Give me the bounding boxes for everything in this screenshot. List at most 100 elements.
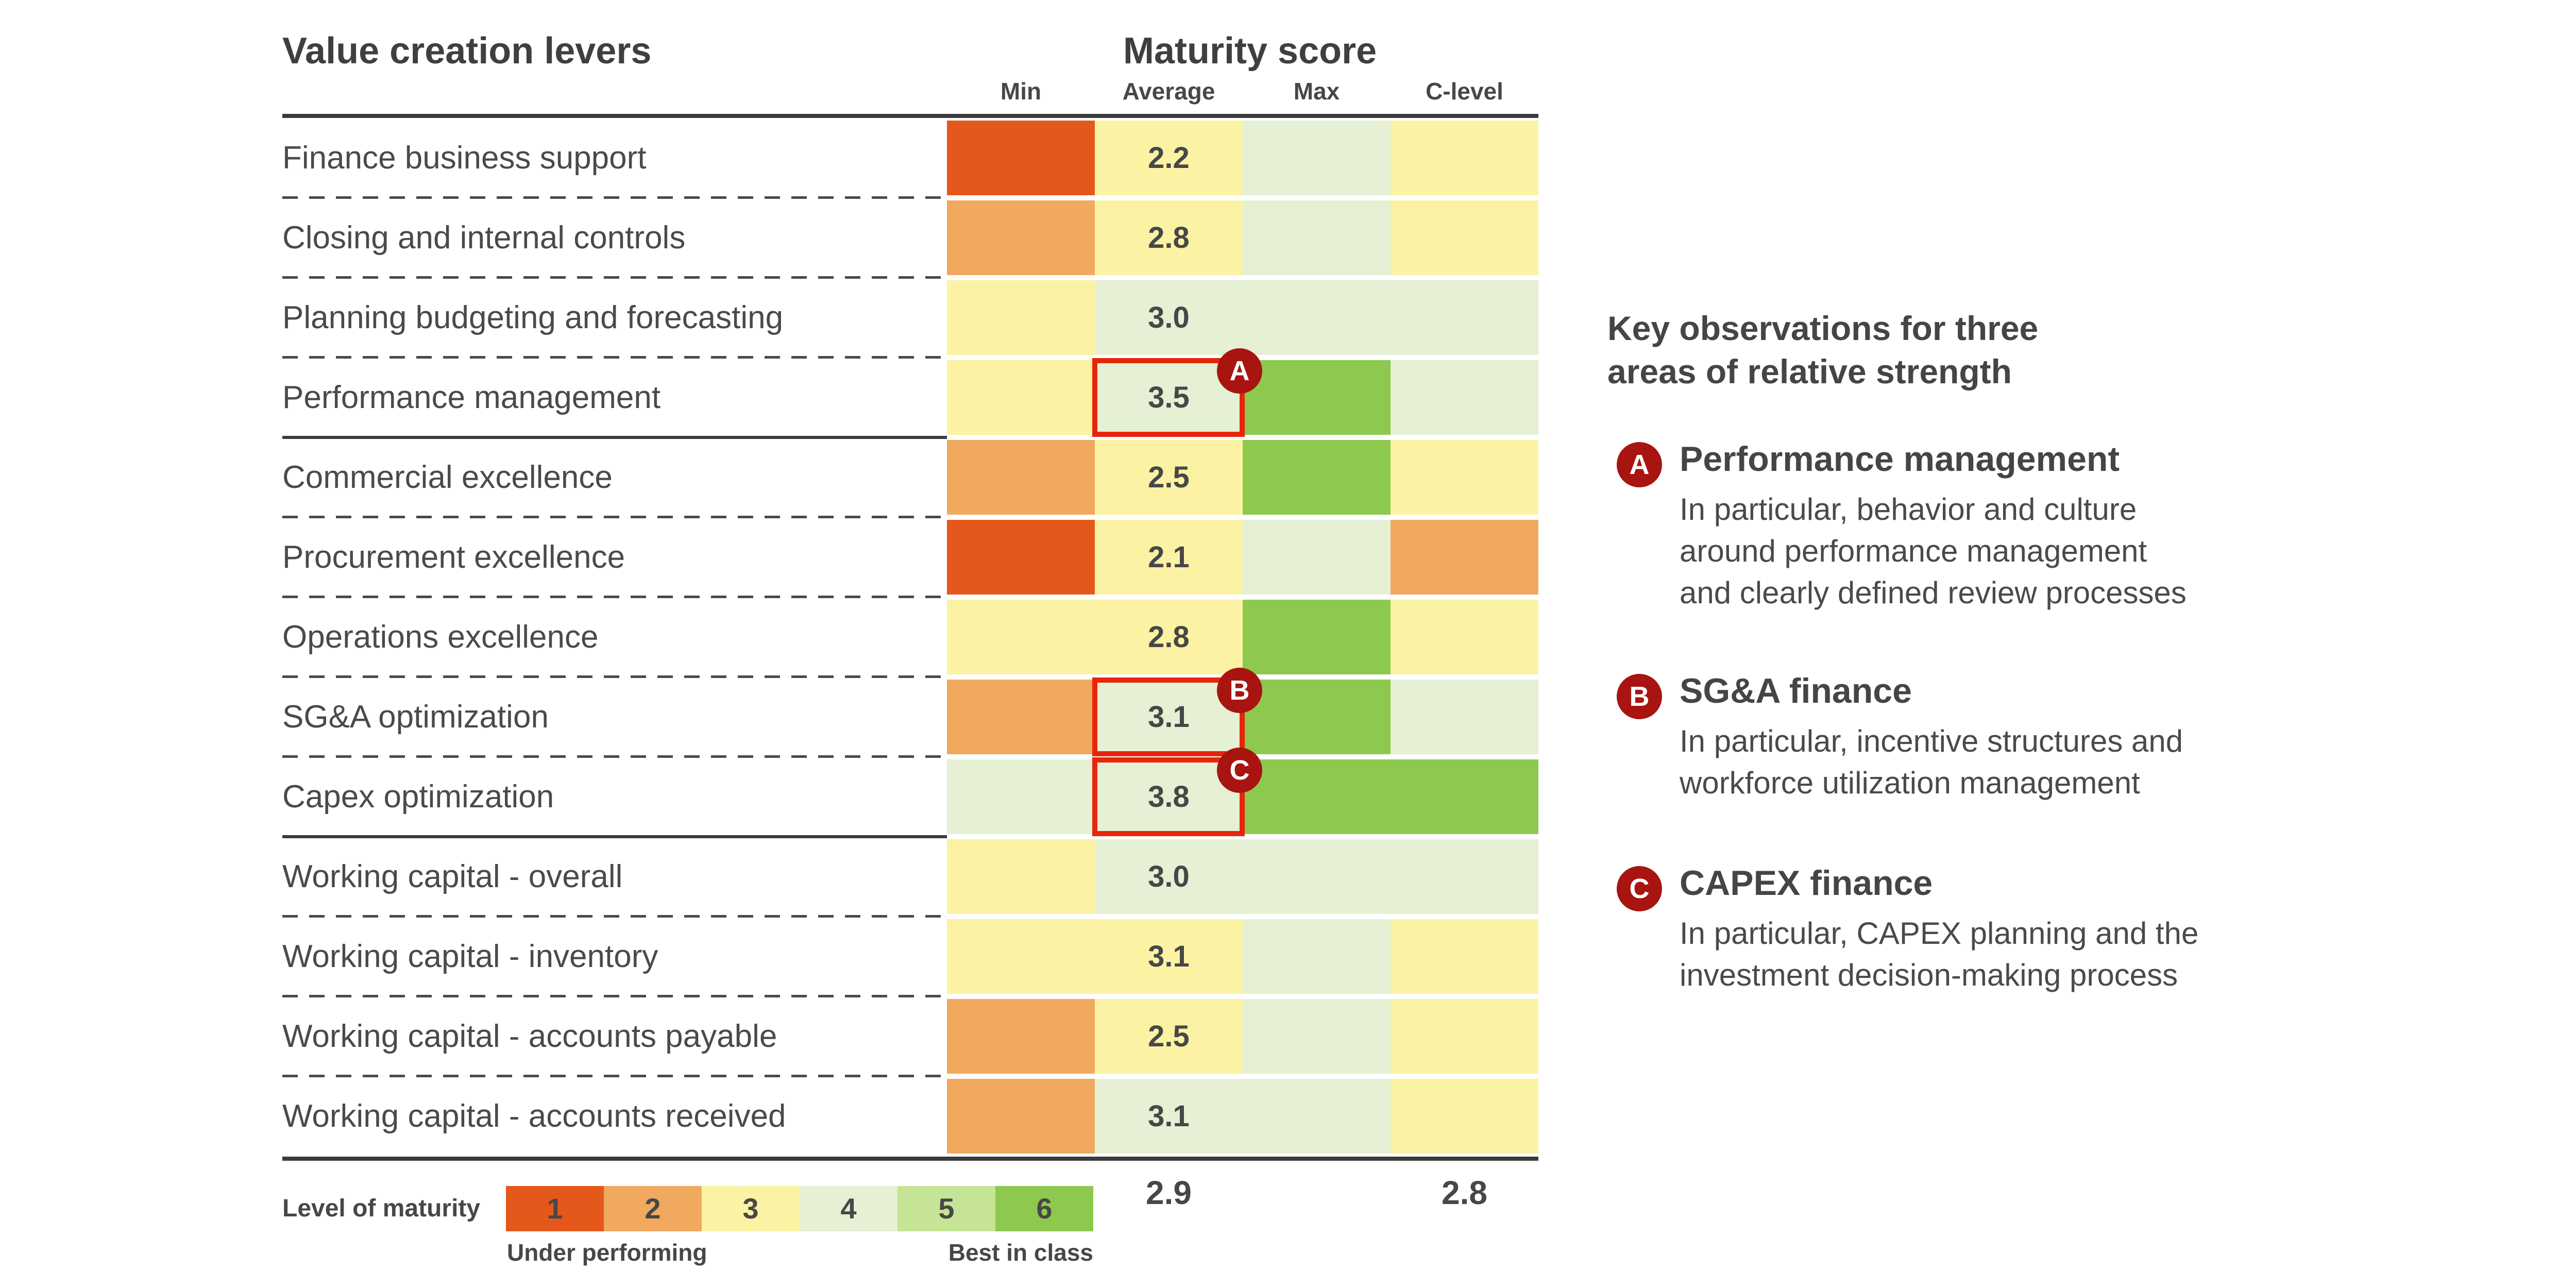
legend-label: Level of maturity xyxy=(282,1195,481,1222)
row-separator-solid xyxy=(282,436,947,439)
annotation-badge-b: B xyxy=(1217,668,1262,713)
heatmap-cell-min xyxy=(947,440,1095,515)
heatmap-cell-min xyxy=(947,280,1095,355)
row-separator-dashed xyxy=(282,596,947,598)
row-label: Working capital - accounts payable xyxy=(282,1019,777,1054)
heatmap-cell-c_level xyxy=(1391,919,1538,994)
observation-body-b: In particular, incentive structures and … xyxy=(1680,724,2183,800)
observation-body-c: In particular, CAPEX planning and the in… xyxy=(1680,916,2199,992)
heatmap-cell-average xyxy=(1095,600,1243,674)
row-separator-dashed xyxy=(282,995,947,997)
row-separator-dashed xyxy=(282,196,947,199)
row-label: Capex optimization xyxy=(282,779,554,815)
average-score-value: 3.1 xyxy=(1148,940,1190,973)
heatmap-cell-max xyxy=(1243,440,1391,515)
heatmap-cell-min xyxy=(947,759,1095,834)
average-score-value: 3.0 xyxy=(1148,301,1190,334)
heatmap-cell-average xyxy=(1095,520,1243,595)
heatmap-cell-max xyxy=(1243,280,1391,355)
legend-swatch-3: 3 xyxy=(702,1186,800,1231)
row-separator-dashed xyxy=(282,356,947,359)
observation-heading-c: CAPEX finance xyxy=(1680,863,1933,903)
average-score-value: 3.0 xyxy=(1148,860,1190,893)
maturity-score-title: Maturity score xyxy=(1123,30,1377,72)
heatmap-cell-min xyxy=(947,1079,1095,1154)
observation-heading-a: Performance management xyxy=(1680,439,2120,479)
observation-heading-b: SG&A finance xyxy=(1680,671,1912,710)
heatmap-cell-max xyxy=(1243,360,1391,435)
legend-low-caption: Under performing xyxy=(507,1239,707,1266)
heatmap-cell-average xyxy=(1095,919,1243,994)
row-separator-dashed xyxy=(282,915,947,918)
heatmap-cell-min xyxy=(947,600,1095,674)
heatmap-cell-average xyxy=(1095,999,1243,1074)
heatmap-cell-average xyxy=(1095,200,1243,275)
heatmap-cell-c_level xyxy=(1391,520,1538,595)
row-separator-dashed xyxy=(282,755,947,758)
average-score-value: 2.5 xyxy=(1148,461,1190,494)
heatmap-cell-average xyxy=(1095,839,1243,914)
heatmap-cell-max xyxy=(1243,919,1391,994)
heatmap-cell-c_level xyxy=(1391,360,1538,435)
legend-high-caption: Best in class xyxy=(948,1239,1093,1266)
heatmap-cell-c_level xyxy=(1391,600,1538,674)
row-label: SG&A optimization xyxy=(282,699,549,735)
heatmap-cell-min xyxy=(947,680,1095,754)
heatmap-cell-max xyxy=(1243,200,1391,275)
average-score-value: 2.8 xyxy=(1148,221,1190,255)
average-score-value: 3.1 xyxy=(1148,1099,1190,1133)
row-label: Operations excellence xyxy=(282,619,599,655)
heatmap-cell-c_level xyxy=(1391,121,1538,195)
column-header-max: Max xyxy=(1293,78,1340,105)
heatmap-cell-c_level xyxy=(1391,200,1538,275)
annotation-badge-c: C xyxy=(1217,748,1262,793)
row-separator-dashed xyxy=(282,276,947,279)
heatmap-cell-c_level xyxy=(1391,280,1538,355)
heatmap-cell-max xyxy=(1243,999,1391,1074)
heatmap-cell-c_level xyxy=(1391,999,1538,1074)
observation-body-a: In particular, behavior and culture arou… xyxy=(1680,492,2187,610)
heatmap-cell-min xyxy=(947,121,1095,195)
column-header-min: Min xyxy=(1000,78,1042,105)
average-score-value: 2.8 xyxy=(1148,620,1190,654)
average-score-value: 2.5 xyxy=(1148,1020,1190,1053)
heatmap-cell-c_level xyxy=(1391,680,1538,754)
column-header-average: Average xyxy=(1122,78,1215,105)
row-label: Working capital - inventory xyxy=(282,939,658,974)
annotation-box-c xyxy=(1092,757,1245,836)
row-label: Finance business support xyxy=(282,140,647,176)
row-separator-dashed xyxy=(282,516,947,518)
heatmap-cell-max xyxy=(1243,759,1391,834)
average-score-value: 3.5 xyxy=(1148,381,1190,414)
heatmap-cell-min xyxy=(947,360,1095,435)
heatmap-cell-min xyxy=(947,520,1095,595)
observation-badge-b: B xyxy=(1617,674,1662,719)
average-score-value: 3.1 xyxy=(1148,700,1190,734)
row-separator-dashed xyxy=(282,1075,947,1077)
row-separator-solid xyxy=(282,835,947,838)
column-header-c-level: C-level xyxy=(1426,78,1503,105)
observations-title: Key observations for three areas of rela… xyxy=(1607,309,2039,391)
heatmap-cell-average xyxy=(1095,121,1243,195)
annotation-box-b xyxy=(1092,677,1245,756)
observation-badge-c: C xyxy=(1617,866,1662,911)
average-score-value: 3.8 xyxy=(1148,780,1190,814)
heatmap-cell-average xyxy=(1095,1079,1243,1154)
legend-swatch-2: 2 xyxy=(604,1186,702,1231)
table-top-rule xyxy=(282,114,1538,118)
heatmap-cell-min xyxy=(947,200,1095,275)
legend-swatch-6: 6 xyxy=(995,1186,1093,1231)
row-label: Closing and internal controls xyxy=(282,220,686,256)
row-label: Procurement excellence xyxy=(282,539,625,575)
row-label: Performance management xyxy=(282,380,661,415)
legend-swatch-5: 5 xyxy=(897,1186,995,1231)
annotation-badge-a: A xyxy=(1217,348,1262,394)
row-label: Working capital - accounts received xyxy=(282,1098,786,1134)
heatmap-cell-c_level xyxy=(1391,440,1538,515)
heatmap-cell-max xyxy=(1243,680,1391,754)
heatmap-cell-max xyxy=(1243,121,1391,195)
row-label: Planning budgeting and forecasting xyxy=(282,300,784,335)
average-score-value: 2.1 xyxy=(1148,540,1190,574)
heatmap-cell-max xyxy=(1243,1079,1391,1154)
